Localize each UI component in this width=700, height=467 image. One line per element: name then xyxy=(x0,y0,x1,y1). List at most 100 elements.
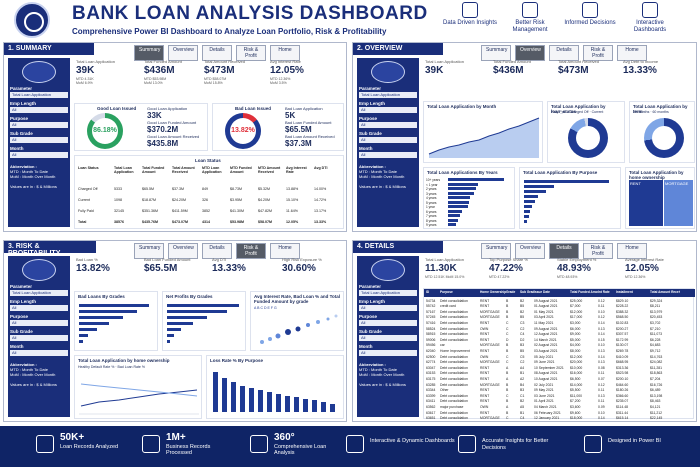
tab-home[interactable]: Home xyxy=(617,45,647,61)
details-cell: $228.22 xyxy=(616,304,629,309)
tab-summary[interactable]: Summary xyxy=(481,243,511,259)
details-cell: RENT xyxy=(480,393,490,398)
risk-home-svg xyxy=(79,383,199,415)
tab-overview[interactable]: Overview xyxy=(515,243,545,259)
purpose-select[interactable]: All xyxy=(359,320,417,326)
details-cell: RENT xyxy=(480,365,490,370)
tab-risk-profit[interactable]: Risk & Profit xyxy=(583,243,613,259)
details-cell: $12,000 xyxy=(570,309,583,314)
tab-summary[interactable]: Summary xyxy=(134,45,164,61)
tab-risk-profit[interactable]: Risk & Profit xyxy=(583,45,613,61)
details-cell: Debt consolidation xyxy=(440,360,468,365)
details-cell: RENT xyxy=(480,349,490,353)
details-cell: car xyxy=(440,343,445,348)
parameter-select[interactable]: Total Loan Application xyxy=(10,92,68,98)
details-cell: 10 September 2021 xyxy=(534,365,564,370)
tab-overview[interactable]: Overview xyxy=(168,243,198,259)
details-cell: 09 August 2021 xyxy=(534,298,558,303)
years-label: 10+ years xyxy=(426,178,441,182)
tab-overview[interactable]: Overview xyxy=(515,45,545,61)
tab-home[interactable]: Home xyxy=(270,45,300,61)
sub-grade-select[interactable]: All xyxy=(10,335,68,341)
tab-details[interactable]: Details xyxy=(549,243,579,259)
details-cell: 63651 xyxy=(426,416,436,421)
details-cell: RENT xyxy=(480,332,490,337)
tab-details[interactable]: Details xyxy=(202,45,232,61)
purpose-select[interactable]: All xyxy=(10,320,68,326)
term-donut xyxy=(644,118,684,158)
purpose-select[interactable]: All xyxy=(359,122,417,128)
grade-bar xyxy=(79,340,83,343)
parameter-select[interactable]: Total Loan Application xyxy=(359,290,417,296)
details-cell: $7,200 xyxy=(570,399,581,404)
details-cell: $4,683 xyxy=(650,343,661,348)
parameter-select[interactable]: Total Loan Application xyxy=(359,92,417,98)
treemap-rent: RENT xyxy=(629,180,663,226)
tab-details[interactable]: Details xyxy=(202,243,232,259)
details-cell: 59006 xyxy=(426,337,436,342)
details-cell: 58915 xyxy=(426,332,436,337)
years-bar xyxy=(448,196,470,199)
tab-home[interactable]: Home xyxy=(270,243,300,259)
month-select[interactable]: All xyxy=(10,152,68,158)
month-select[interactable]: All xyxy=(359,152,417,158)
status-header-cell: MTD Amount Received xyxy=(258,166,281,174)
details-cell: Debt consolidation xyxy=(440,393,468,398)
emp-length-select[interactable]: All xyxy=(10,305,68,311)
status-donut-card: Total Loan Application by loan_status Fu… xyxy=(547,101,625,163)
profit-bar xyxy=(167,334,174,337)
emp-length-select[interactable]: All xyxy=(10,107,68,113)
loan-status-table: Loan Status Loan Status Total Loan Applic… xyxy=(74,155,344,229)
details-cell: 0.11 xyxy=(598,399,605,404)
tab-home[interactable]: Home xyxy=(617,243,647,259)
tab-details[interactable]: Details xyxy=(549,45,579,61)
page-subtitle: Comprehensive Power BI Dashboard to Anal… xyxy=(72,27,387,36)
status-header-cell: Loan Status xyxy=(78,166,99,170)
details-cell: $6,500 xyxy=(570,377,581,381)
tab-summary[interactable]: Summary xyxy=(134,243,164,259)
purpose-select[interactable]: All xyxy=(10,122,68,128)
status-cell: 13.17% xyxy=(314,209,327,213)
overview-title: 2. OVERVIEW xyxy=(353,43,443,55)
sub-grade-select[interactable]: All xyxy=(359,137,417,143)
tab-overview[interactable]: Overview xyxy=(168,45,198,61)
det-kpi-interest: Average Interest Rate 12.05% MTD 12.36% xyxy=(625,257,664,279)
status-cell: $37.3M xyxy=(172,187,184,191)
parameter-select[interactable]: Total Loan Application xyxy=(10,290,68,296)
loss-bar xyxy=(222,378,227,412)
details-cell: 0.07 xyxy=(598,377,605,381)
details-cell: 0.13 xyxy=(598,326,605,331)
status-cell: $18.87M xyxy=(142,198,156,202)
details-cell: 04 March 2021 xyxy=(534,405,557,409)
emp-length-select[interactable]: All xyxy=(359,107,417,113)
details-title: 4. DETAILS xyxy=(353,241,443,253)
details-cell: 0.10 xyxy=(598,410,605,415)
details-cell: Debt consolidation xyxy=(440,399,468,404)
details-cell: Debt consolidation xyxy=(440,416,468,421)
grade-bar xyxy=(79,310,137,313)
details-cell: $20,000 xyxy=(570,360,583,365)
sub-grade-select[interactable]: All xyxy=(10,137,68,143)
details-header-cell: Grade xyxy=(506,290,516,294)
details-cell: $11,212 xyxy=(650,410,663,415)
emp-length-select[interactable]: All xyxy=(359,305,417,311)
years-bar xyxy=(448,214,460,217)
month-select[interactable]: All xyxy=(10,350,68,356)
sub-grade-select[interactable]: All xyxy=(359,335,417,341)
details-cell: Debt consolidation xyxy=(440,377,468,381)
summary-tabs: Summary Overview Details Risk & Profit H… xyxy=(134,45,300,61)
years-label: 2 years xyxy=(426,187,437,191)
details-cell: RENT xyxy=(480,298,490,303)
status-cell: 3852 xyxy=(202,209,210,213)
grade-bar xyxy=(79,328,97,331)
tab-risk-profit[interactable]: Risk & Profit xyxy=(236,243,266,259)
month-select[interactable]: All xyxy=(359,350,417,356)
tab-summary[interactable]: Summary xyxy=(481,45,511,61)
purpose-bar xyxy=(524,195,538,198)
details-cell: 0.10 xyxy=(598,309,605,314)
status-cell: 12.05% xyxy=(286,220,299,224)
details-cell: 63153 xyxy=(426,371,436,376)
header: BANK LOAN ANALYSIS DASHBOARD Comprehensi… xyxy=(0,0,700,40)
tab-risk-profit[interactable]: Risk & Profit xyxy=(236,45,266,61)
filter-label-month: Month xyxy=(10,146,24,151)
